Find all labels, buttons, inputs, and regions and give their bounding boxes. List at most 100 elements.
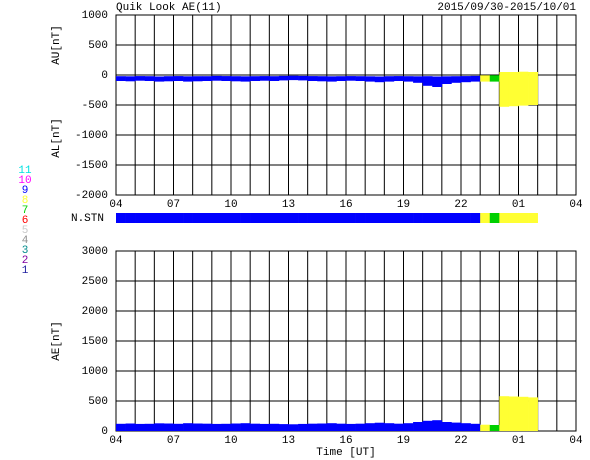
station-count xyxy=(221,213,232,223)
au-al-band xyxy=(461,76,471,83)
station-count xyxy=(499,213,510,223)
au-al-band xyxy=(489,75,500,82)
ae-bar xyxy=(461,423,471,431)
station-count xyxy=(298,213,308,223)
au-al-band xyxy=(183,76,193,82)
ae-bar xyxy=(413,422,423,431)
ae-bar xyxy=(278,424,289,431)
ae-bar xyxy=(326,423,337,431)
ae-bar xyxy=(451,422,462,431)
au-al-band xyxy=(202,76,213,81)
au-al-band xyxy=(336,76,347,81)
au-al-band xyxy=(346,76,356,81)
x-tick-label: 07 xyxy=(167,199,180,211)
au-al-band xyxy=(451,76,462,83)
au-al-band xyxy=(125,76,136,82)
x-tick-label: 04 xyxy=(109,199,123,211)
ae-axis-label: AE[nT] xyxy=(51,321,63,361)
au-al-band xyxy=(480,75,491,82)
legend-entry: 9 xyxy=(22,185,29,197)
au-al-band xyxy=(163,76,174,82)
station-count xyxy=(278,213,289,223)
station-count xyxy=(317,213,328,223)
ae-bar xyxy=(221,423,232,431)
y-tick-label: 1500 xyxy=(82,336,108,348)
station-count xyxy=(365,213,376,223)
chart-title: Quik Look AE(11) xyxy=(116,2,222,14)
y-tick-label: -1000 xyxy=(75,130,108,142)
station-count xyxy=(144,213,155,223)
station-count xyxy=(441,213,452,223)
au-al-band xyxy=(259,76,270,81)
au-al-band xyxy=(528,72,538,105)
ae-bar xyxy=(393,423,404,431)
x-tick-label: 10 xyxy=(224,435,237,447)
au-al-band xyxy=(403,76,414,82)
x-tick-label: 13 xyxy=(282,199,295,211)
station-count xyxy=(355,213,366,223)
ae-bar xyxy=(125,423,136,431)
station-count xyxy=(326,213,337,223)
legend-entry: 5 xyxy=(22,225,29,237)
legend-entry: 7 xyxy=(22,205,29,217)
ae-bar xyxy=(499,396,510,431)
y-tick-label: -2000 xyxy=(75,190,108,202)
au-al-band xyxy=(221,76,232,81)
au-al-band xyxy=(518,71,529,106)
ae-bar xyxy=(336,423,347,431)
legend-entry: 2 xyxy=(22,255,29,267)
au-al-band xyxy=(298,75,308,81)
station-count xyxy=(528,213,538,223)
station-count xyxy=(231,213,241,223)
station-count xyxy=(135,213,146,223)
ae-bar xyxy=(384,423,395,431)
ae-bar xyxy=(154,423,165,431)
ae-bar xyxy=(317,423,328,431)
ae-bar xyxy=(211,423,222,431)
station-count xyxy=(432,213,443,223)
station-count xyxy=(269,213,280,223)
station-count xyxy=(192,213,203,223)
station-count xyxy=(384,213,395,223)
ae-bar xyxy=(116,423,126,431)
y-tick-label: 1000 xyxy=(82,10,108,22)
au-al-band xyxy=(499,72,510,107)
au-al-band xyxy=(116,76,126,81)
x-tick-label: 04 xyxy=(109,435,123,447)
ae-bar xyxy=(374,422,385,431)
au-al-band xyxy=(135,76,146,81)
legend-entry: 6 xyxy=(22,215,29,227)
au-al-band xyxy=(374,76,385,83)
ae-bar xyxy=(470,423,481,431)
ae-bar xyxy=(432,420,443,431)
station-count xyxy=(183,213,193,223)
station-count xyxy=(116,213,126,223)
ae-bar xyxy=(240,423,251,431)
station-count xyxy=(154,213,165,223)
ae-bar xyxy=(403,423,414,431)
y-tick-label: 1000 xyxy=(82,366,108,378)
legend-entry: 10 xyxy=(18,175,31,187)
station-count xyxy=(413,213,423,223)
y-tick-label: 0 xyxy=(101,426,108,438)
y-tick-label: 500 xyxy=(88,396,108,408)
station-count xyxy=(240,213,251,223)
ae-bar xyxy=(528,397,538,431)
station-count xyxy=(518,213,529,223)
legend-entry: 4 xyxy=(22,235,29,247)
ae-bar xyxy=(480,424,491,431)
station-label: N.STN xyxy=(71,213,104,225)
ae-bar xyxy=(288,424,299,431)
legend-entry: 11 xyxy=(18,165,32,177)
station-count xyxy=(163,213,174,223)
x-tick-label: 01 xyxy=(512,435,526,447)
station-count xyxy=(393,213,404,223)
ae-bar xyxy=(250,423,261,431)
au-al-band xyxy=(192,76,203,82)
station-count xyxy=(346,213,356,223)
station-count xyxy=(470,213,481,223)
x-tick-label: 19 xyxy=(397,435,410,447)
y-tick-label: -1500 xyxy=(75,160,108,172)
station-count xyxy=(336,213,347,223)
x-tick-label: 07 xyxy=(167,435,180,447)
